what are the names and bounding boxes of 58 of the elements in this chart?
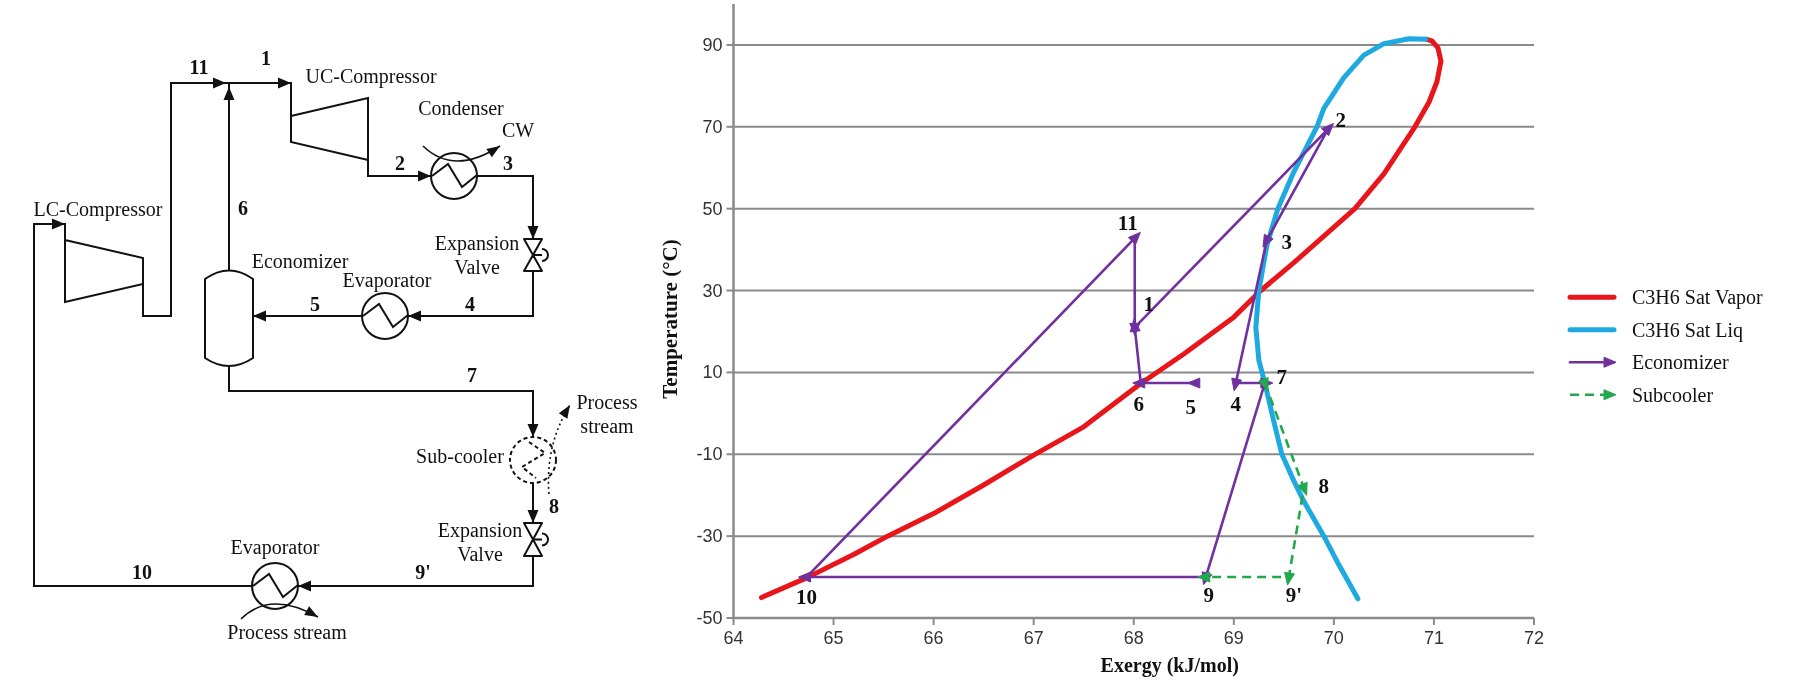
text: 4 [465, 293, 475, 315]
legend-label: Economizer [1632, 351, 1729, 374]
x-tick-label: 71 [1423, 628, 1444, 648]
text: Process stream [227, 621, 348, 643]
x-tick-label: 68 [1123, 628, 1144, 648]
x-tick-label: 69 [1223, 628, 1244, 648]
text: LC-Compressor [33, 198, 163, 221]
x-axis-title: Exergy (kJ/mol) [1100, 654, 1239, 677]
y-tick-label: -10 [696, 444, 723, 465]
x-tick-label: 72 [1523, 628, 1545, 648]
annotation: 6 [1133, 392, 1144, 417]
x-tick-label: 64 [723, 628, 744, 648]
x-tick-label: 70 [1323, 628, 1344, 648]
text: Process stream [576, 391, 638, 437]
text: Condenser [418, 97, 505, 119]
x-tick-label: 67 [1023, 628, 1044, 648]
y-tick-label: 90 [702, 34, 723, 55]
text: Expansion Valve [437, 519, 523, 565]
annotation: 1 [1143, 292, 1154, 317]
text: 8 [549, 495, 559, 517]
annotation: 3 [1281, 230, 1293, 255]
annotation: 10 [796, 585, 818, 610]
text: 7 [467, 364, 477, 386]
legend-label: C3H6 Sat Vapor [1632, 286, 1764, 310]
annotation: 8 [1318, 473, 1330, 498]
text: Expansion Valve [434, 232, 520, 278]
annotation: 9' [1285, 583, 1303, 608]
text: Evaporator [230, 536, 320, 559]
legend-label: Subcooler [1632, 383, 1714, 406]
text: UC-Compressor [305, 65, 437, 88]
text: 2 [395, 152, 405, 174]
y-tick-label: 50 [702, 198, 723, 219]
x-tick-label: 65 [823, 628, 844, 648]
text: Sub-cooler [416, 445, 505, 467]
annotation: 7 [1276, 365, 1288, 390]
text: 9' [415, 561, 431, 583]
text: CW [501, 119, 535, 141]
y-tick-label: 10 [702, 362, 723, 383]
annotation: 5 [1185, 395, 1197, 420]
text: 10 [132, 561, 152, 583]
annotation: 9 [1203, 583, 1215, 608]
text: 6 [238, 197, 248, 219]
text: Evaporator [342, 269, 432, 292]
text: 3 [503, 152, 513, 174]
annotation: 4 [1230, 392, 1242, 417]
y-axis-title: Temperature (°C) [658, 239, 682, 399]
legend-label: C3H6 Sat Liq [1632, 318, 1744, 342]
text: 1 [261, 47, 271, 69]
annotation: 2 [1335, 108, 1347, 133]
text: Economizer [251, 250, 349, 272]
text: 11 [189, 56, 209, 78]
x-tick-label: 66 [923, 628, 944, 648]
y-tick-label: -50 [696, 608, 723, 628]
y-tick-label: -30 [696, 526, 723, 547]
y-tick-label: 70 [702, 116, 723, 137]
annotation: 11 [1117, 211, 1138, 236]
text: 5 [310, 293, 320, 315]
y-tick-label: 30 [702, 280, 723, 301]
